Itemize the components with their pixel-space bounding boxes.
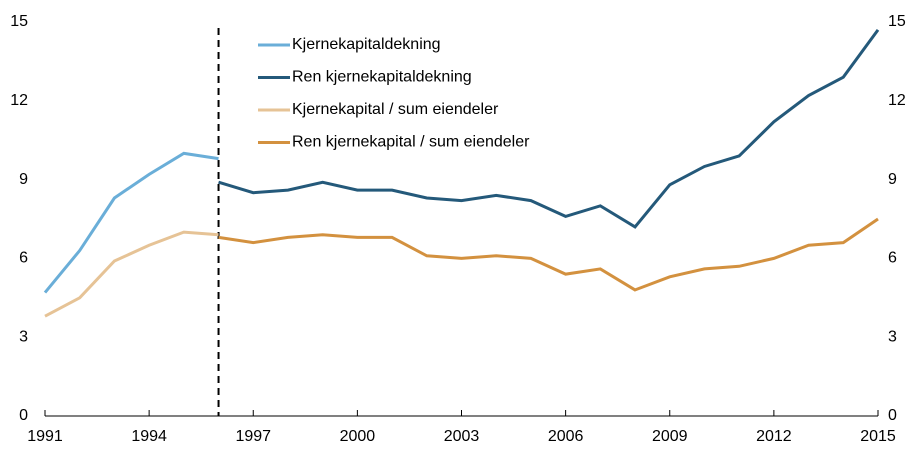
legend-label: Ren kjernekapitaldekning [292,69,472,86]
y2-tick-label: 15 [888,13,906,30]
legend-label: Ren kjernekapital / sum eiendeler [292,134,530,151]
y2-tick-label: 0 [888,407,897,424]
y2-tick-label: 6 [888,250,897,267]
legend-label: Kjernekapitaldekning [292,36,441,53]
y-tick-label: 3 [19,328,28,345]
y-tick-label: 0 [19,407,28,424]
y2-tick-label: 9 [888,171,897,188]
x-tick-label: 2009 [652,428,688,445]
x-tick-label: 2003 [444,428,480,445]
line [44,230,219,318]
line [43,151,219,294]
x-tick-label: 1994 [131,428,167,445]
y2-tick-label: 3 [888,328,897,345]
y-tick-label: 12 [10,92,28,109]
x-tick-label: 2000 [340,428,376,445]
x-tick-label: 1997 [235,428,271,445]
x-tick-label: 2006 [548,428,584,445]
x-tick-label: 2015 [860,428,896,445]
x-tick-label: 2012 [756,428,792,445]
y-tick-label: 9 [19,171,28,188]
y-tick-label: 15 [10,13,28,30]
x-tick-label: 1991 [27,428,63,445]
y-tick-label: 6 [19,250,28,267]
legend-label: Kjernekapital / sum eiendeler [292,101,499,118]
line [218,28,880,229]
y2-tick-label: 12 [888,92,906,109]
line [218,217,879,292]
